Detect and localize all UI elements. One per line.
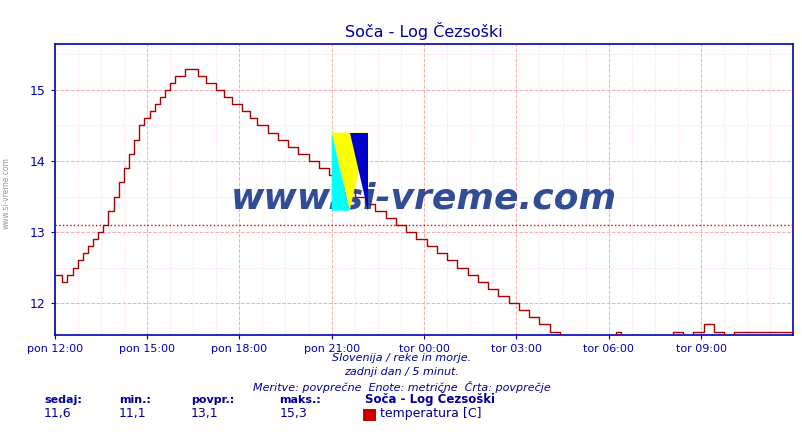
Text: zadnji dan / 5 minut.: zadnji dan / 5 minut. bbox=[343, 367, 459, 377]
Title: Soča - Log Čezsoški: Soča - Log Čezsoški bbox=[345, 22, 502, 40]
Text: Meritve: povprečne  Enote: metrične  Črta: povprečje: Meritve: povprečne Enote: metrične Črta:… bbox=[253, 381, 549, 393]
Polygon shape bbox=[349, 133, 367, 211]
Text: sedaj:: sedaj: bbox=[44, 395, 82, 405]
Text: maks.:: maks.: bbox=[279, 395, 321, 405]
Text: www.si-vreme.com: www.si-vreme.com bbox=[231, 181, 616, 215]
Text: www.si-vreme.com: www.si-vreme.com bbox=[2, 157, 11, 229]
Text: 15,3: 15,3 bbox=[279, 407, 307, 420]
Polygon shape bbox=[331, 133, 349, 211]
Text: Soča - Log Čezsoški: Soča - Log Čezsoški bbox=[365, 391, 495, 406]
Text: min.:: min.: bbox=[119, 395, 151, 405]
Polygon shape bbox=[331, 133, 367, 211]
Text: povpr.:: povpr.: bbox=[191, 395, 234, 405]
Text: Slovenija / reke in morje.: Slovenija / reke in morje. bbox=[331, 353, 471, 363]
Text: temperatura [C]: temperatura [C] bbox=[379, 407, 480, 420]
Text: 11,6: 11,6 bbox=[44, 407, 71, 420]
Text: 13,1: 13,1 bbox=[191, 407, 218, 420]
Text: 11,1: 11,1 bbox=[119, 407, 146, 420]
